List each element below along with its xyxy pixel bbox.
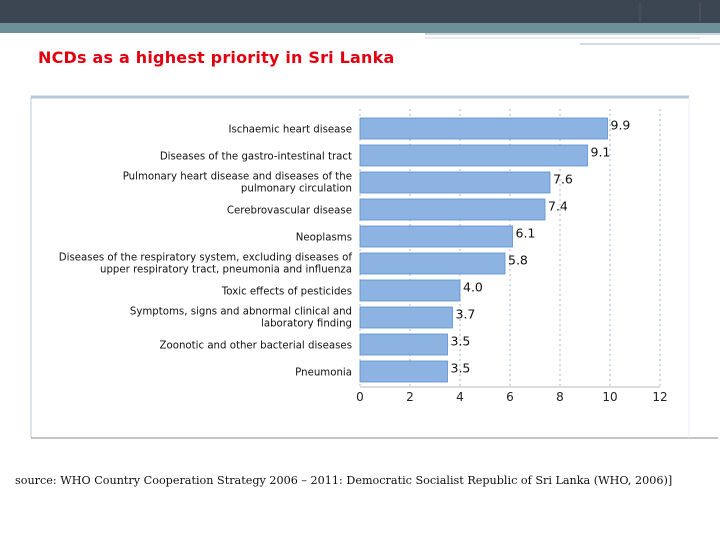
bar-value-label: 5.8 — [508, 253, 528, 268]
bar-value-label: 9.9 — [611, 118, 631, 133]
bar — [359, 333, 448, 356]
category-label: laboratory finding — [261, 319, 352, 330]
header-decoration — [425, 2, 720, 45]
category-label: Pneumonia — [295, 368, 352, 379]
chart-container: 0 2 4 6 8 10 12 9.9 Ischaemic heart disease 9.1 Di… — [30, 95, 720, 440]
header-bar — [0, 0, 720, 23]
bar-value-label: 3.5 — [451, 361, 471, 376]
slide-title: NCDs as a highest priority in Sri Lanka — [38, 48, 395, 67]
category-label: Pulmonary heart disease and diseases of … — [123, 172, 352, 183]
category-label: Diseases of the gastro-intestinal tract — [160, 152, 352, 163]
category-label: upper respiratory tract, pneumonia and i… — [100, 265, 352, 276]
bar-chart: 0 2 4 6 8 10 12 9.9 Ischaemic heart disease 9.1 Di… — [30, 95, 718, 439]
bar-value-label: 3.7 — [456, 307, 476, 322]
x-tick-label: 4 — [456, 390, 464, 404]
bar — [359, 360, 448, 383]
bar — [359, 144, 588, 167]
x-tick-label: 0 — [356, 390, 364, 404]
bar-value-label: 7.4 — [548, 199, 568, 214]
category-label: Ischaemic heart disease — [228, 125, 352, 136]
bar-value-label: 7.6 — [553, 172, 573, 187]
x-tick-label: 8 — [556, 390, 564, 404]
bar — [359, 279, 461, 302]
category-label: Diseases of the respiratory system, excl… — [59, 253, 353, 264]
bar — [359, 171, 551, 194]
category-label: Zoonotic and other bacterial diseases — [160, 341, 352, 352]
x-tick-label: 2 — [406, 390, 414, 404]
category-label: Cerebrovascular disease — [227, 206, 352, 217]
bar — [359, 117, 608, 140]
category-label: pulmonary circulation — [241, 184, 352, 195]
bar-value-label: 9.1 — [591, 145, 611, 160]
bar — [359, 198, 546, 221]
category-label: Toxic effects of pesticides — [221, 287, 352, 298]
category-label: Neoplasms — [296, 233, 352, 244]
bar-value-label: 4.0 — [463, 280, 483, 295]
bar — [359, 225, 513, 248]
category-label: Symptoms, signs and abnormal clinical an… — [130, 307, 352, 318]
x-tick-label: 12 — [652, 390, 667, 404]
x-tick-label: 10 — [602, 390, 617, 404]
x-tick-label: 6 — [506, 390, 514, 404]
bar — [359, 252, 506, 275]
bar-value-label: 3.5 — [451, 334, 471, 349]
header-accent-band — [0, 23, 720, 33]
bar — [359, 306, 453, 329]
bar-value-label: 6.1 — [516, 226, 536, 241]
source-citation: source: WHO Country Cooperation Strategy… — [15, 474, 673, 487]
